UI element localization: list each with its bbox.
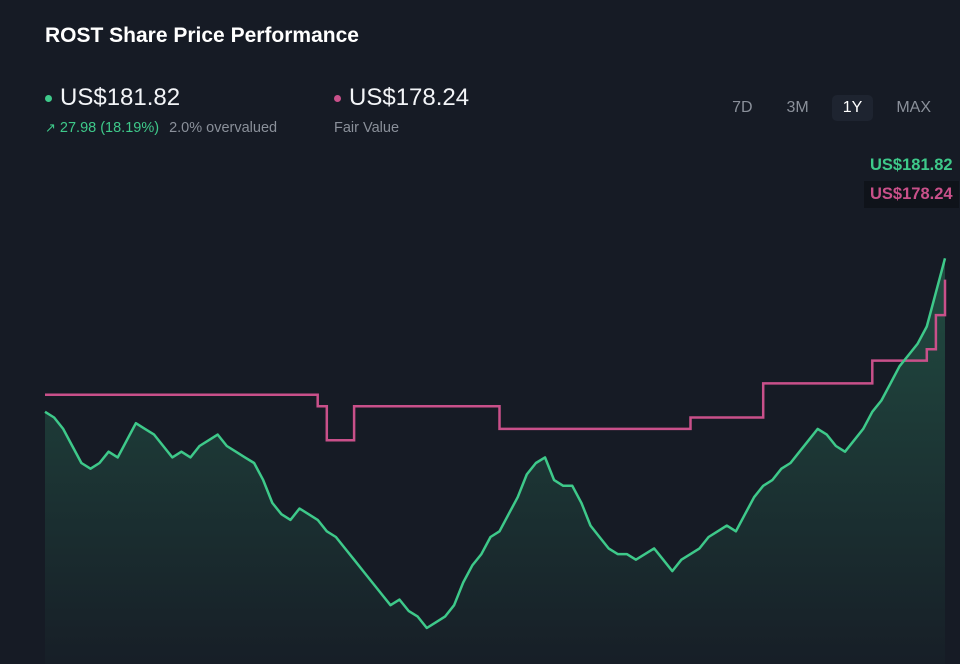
share-price-value: US$181.82	[60, 84, 181, 111]
share-price-change: ↗ 27.98 (18.19%)	[45, 120, 159, 136]
fair-value-value: US$178.24	[349, 84, 470, 111]
share-price-line	[44, 257, 947, 630]
share-price-dot-icon	[45, 94, 52, 102]
range-7d-button[interactable]: 7D	[732, 99, 753, 116]
arrow-up-right-icon: ↗	[45, 120, 56, 135]
fair-value-label: Fair Value	[334, 120, 400, 136]
valuation-status: 2.0% overvalued	[169, 120, 278, 136]
time-range-selector: 7D 3M 1Y MAX	[721, 95, 942, 121]
share-price-tag: US$181.82	[864, 152, 959, 179]
share-price-change-text: 27.98 (18.19%)	[59, 120, 160, 136]
range-3m-button[interactable]: 3M	[786, 99, 809, 116]
fair-value-tag: US$178.24	[864, 181, 959, 208]
share-price-block: US$181.82 ↗ 27.98 (18.19%) 2.0% overvalu…	[45, 84, 277, 136]
fair-value-block: US$178.24 Fair Value	[334, 84, 469, 136]
range-max-button[interactable]: MAX	[896, 99, 931, 116]
chart-title: ROST Share Price Performance	[45, 24, 359, 47]
fair-value-dot-icon	[334, 94, 341, 102]
share-price-area	[45, 258, 945, 664]
range-1y-button[interactable]: 1Y	[831, 95, 874, 121]
fair-value-line	[45, 279, 947, 442]
